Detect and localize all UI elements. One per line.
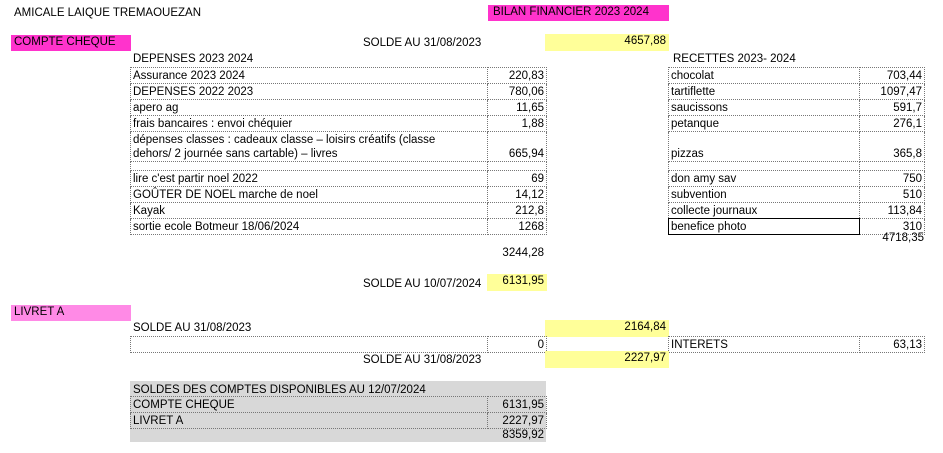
livret-a-label: LIVRET A [11, 305, 131, 321]
depense-value: 11,65 [487, 99, 547, 116]
interets-table: INTERETS 63,13 [668, 336, 925, 353]
depenses-table: Assurance 2023 2024 220,83 DEPENSES 2022 … [130, 67, 547, 235]
recettes-table: chocolat 703,44 tartiflette 1097,47 saucis… [668, 67, 925, 235]
recette-value: 591,7 [859, 99, 925, 116]
solde-start-value: 4657,88 [545, 34, 669, 51]
table-row: saucissons 591,7 [668, 99, 925, 116]
solde-end-label: SOLDE AU 10/07/2024 [363, 278, 482, 290]
table-row: benefice photo 310 [668, 218, 925, 235]
recette-label [668, 161, 860, 171]
table-row: petanque 276,1 [668, 115, 925, 132]
recette-value: 750 [859, 170, 925, 187]
depense-label: lire c'est partir noel 2022 [130, 170, 488, 187]
solde-start-label: SOLDE AU 31/08/2023 [363, 37, 482, 49]
livret-solde-start-label: SOLDE AU 31/08/2023 [133, 322, 252, 334]
empty-cell [130, 336, 488, 353]
recette-label: collecte journaux [668, 202, 860, 219]
table-row [668, 161, 925, 171]
table-row: lire c'est partir noel 2022 69 [130, 170, 547, 187]
summary-label: COMPTE CHEQUE [130, 396, 488, 413]
livret-zero-value: 0 [487, 336, 547, 353]
livret-solde-start-value: 2164,84 [545, 320, 669, 337]
org-name: AMICALE LAIQUE TREMAOUEZAN [14, 7, 202, 19]
table-row: COMPTE CHEQUE 6131,95 [130, 396, 547, 413]
recette-label: don amy sav [668, 170, 860, 187]
recette-label: chocolat [668, 67, 860, 84]
depense-label [130, 161, 488, 171]
depense-label: sortie ecole Botmeur 18/06/2024 [130, 218, 488, 235]
depense-value: 1,88 [487, 115, 547, 132]
table-row: sortie ecole Botmeur 18/06/2024 1268 [130, 218, 547, 235]
depenses-total: 3244,28 [502, 247, 544, 259]
interets-value: 63,13 [859, 336, 925, 353]
table-row: LIVRET A 2227,97 [130, 412, 547, 429]
table-row: frais bancaires : envoi chéquier 1,88 [130, 115, 547, 132]
depense-value: 220,83 [487, 67, 547, 84]
depenses-title: DEPENSES 2023 2024 [133, 53, 254, 65]
recette-value: 276,1 [859, 115, 925, 132]
depense-value: 14,12 [487, 186, 547, 203]
table-row: don amy sav 750 [668, 170, 925, 187]
table-row: dépenses classes : cadeaux classe – lois… [130, 131, 547, 162]
table-row: pizzas 365,8 [668, 131, 925, 162]
compte-cheque-label: COMPTE CHEQUE [11, 35, 131, 51]
summary-value: 2227,97 [487, 412, 547, 429]
recettes-title: RECETTES 2023- 2024 [673, 53, 796, 65]
recette-value: 365,8 [859, 131, 925, 162]
depense-label: Assurance 2023 2024 [130, 67, 488, 84]
table-row: 0 [130, 336, 547, 353]
depense-value [487, 161, 547, 171]
table-row: GOÛTER DE NOEL marche de noel 14,12 [130, 186, 547, 203]
depense-value: 1268 [487, 218, 547, 235]
summary-total: 8359,92 [502, 429, 544, 441]
table-row: INTERETS 63,13 [668, 336, 925, 353]
table-row: collecte journaux 113,84 [668, 202, 925, 219]
table-row: Kayak 212,8 [130, 202, 547, 219]
livret-solde-end-value: 2227,97 [545, 351, 669, 368]
recette-value: 703,44 [859, 67, 925, 84]
depense-label: Kayak [130, 202, 488, 219]
recette-label: petanque [668, 115, 860, 132]
summary-table: COMPTE CHEQUE 6131,95 LIVRET A 2227,97 [130, 396, 547, 429]
solde-end-value: 6131,95 [487, 274, 547, 291]
recette-label: benefice photo [668, 218, 860, 235]
table-row: subvention 510 [668, 186, 925, 203]
report-title: BILAN FINANCIER 2023 2024 [488, 5, 669, 21]
depense-label: DEPENSES 2022 2023 [130, 83, 488, 100]
recette-value: 113,84 [859, 202, 925, 219]
recette-value: 1097,47 [859, 83, 925, 100]
depense-value: 665,94 [487, 131, 547, 162]
summary-value: 6131,95 [487, 396, 547, 413]
recette-value: 510 [859, 186, 925, 203]
table-row: DEPENSES 2022 2023 780,06 [130, 83, 547, 100]
depense-value: 212,8 [487, 202, 547, 219]
interets-label: INTERETS [668, 336, 860, 353]
recette-value [859, 161, 925, 171]
table-row: tartiflette 1097,47 [668, 83, 925, 100]
recette-label: pizzas [668, 131, 860, 162]
summary-title: SOLDES DES COMPTES DISPONIBLES AU 12/07/… [133, 384, 426, 396]
recette-value: 310 [859, 218, 925, 235]
recettes-total: 4718,35 [882, 232, 924, 244]
depense-label: frais bancaires : envoi chéquier [130, 115, 488, 132]
depense-label: GOÛTER DE NOEL marche de noel [130, 186, 488, 203]
livret-table: 0 [130, 336, 547, 353]
recette-label: tartiflette [668, 83, 860, 100]
summary-label: LIVRET A [130, 412, 488, 429]
depense-value: 780,06 [487, 83, 547, 100]
recette-label: saucissons [668, 99, 860, 116]
depense-label: apero ag [130, 99, 488, 116]
depense-value: 69 [487, 170, 547, 187]
livret-solde-end-label: SOLDE AU 31/08/2023 [363, 354, 482, 366]
table-row: Assurance 2023 2024 220,83 [130, 67, 547, 84]
recette-label: subvention [668, 186, 860, 203]
table-row: apero ag 11,65 [130, 99, 547, 116]
table-row [130, 161, 547, 171]
depense-label: dépenses classes : cadeaux classe – lois… [130, 131, 488, 162]
table-row: chocolat 703,44 [668, 67, 925, 84]
